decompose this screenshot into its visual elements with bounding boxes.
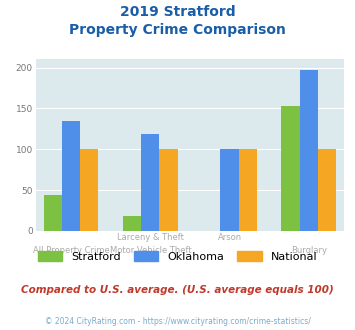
Legend: Stratford, Oklahoma, National: Stratford, Oklahoma, National [38, 250, 317, 262]
Bar [80, 149, 98, 231]
Text: © 2024 CityRating.com - https://www.cityrating.com/crime-statistics/: © 2024 CityRating.com - https://www.city… [45, 317, 310, 326]
Bar [123, 216, 141, 231]
Text: Larceny & Theft: Larceny & Theft [117, 233, 184, 242]
Bar [282, 106, 300, 231]
Bar [44, 195, 62, 231]
Text: Burglary: Burglary [291, 246, 327, 255]
Text: 2019 Stratford: 2019 Stratford [120, 5, 235, 19]
Bar [239, 149, 257, 231]
Bar [62, 121, 80, 231]
Text: All Property Crime: All Property Crime [33, 246, 109, 255]
Bar [300, 70, 318, 231]
Bar [141, 134, 159, 231]
Text: Compared to U.S. average. (U.S. average equals 100): Compared to U.S. average. (U.S. average … [21, 285, 334, 295]
Text: Motor Vehicle Theft: Motor Vehicle Theft [109, 246, 191, 255]
Bar [159, 149, 178, 231]
Bar [318, 149, 336, 231]
Text: Property Crime Comparison: Property Crime Comparison [69, 23, 286, 37]
Bar [220, 149, 239, 231]
Text: Arson: Arson [218, 233, 242, 242]
